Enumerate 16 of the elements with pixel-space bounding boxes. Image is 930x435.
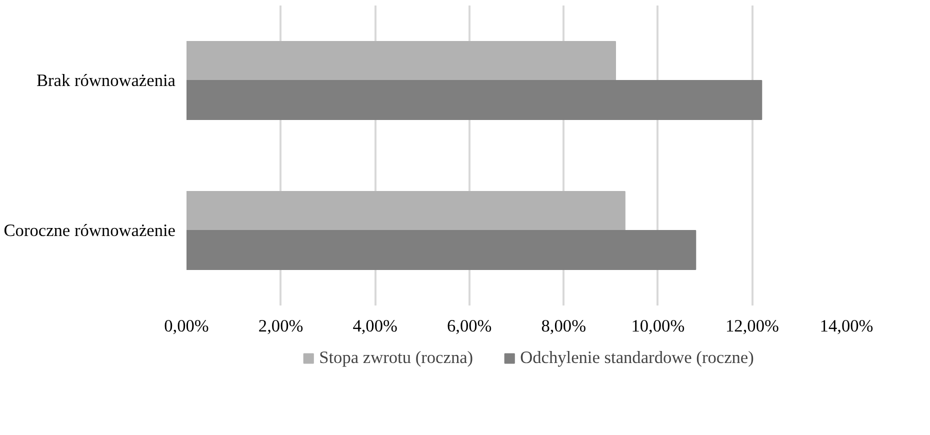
bar [186,230,696,270]
x-tick-label: 2,00% [258,316,304,336]
y-tick-label: Brak równoważenia [36,71,176,90]
x-tick-label: 6,00% [446,316,492,336]
x-tick-label: 0,00% [164,316,209,336]
bar [186,191,626,231]
x-tick-label: 10,00% [631,316,685,336]
bar [186,80,762,120]
x-tick-label: 4,00% [352,316,398,336]
x-tick-label: 12,00% [726,316,779,336]
legend-label: Stopa zwrotu (roczna) [319,348,474,368]
x-tick-label: 8,00% [541,316,586,336]
bar [186,41,616,81]
legend-label: Odchylenie standardowe (roczne) [520,348,754,368]
y-tick-label: Coroczne równoważenie [4,221,176,240]
x-tick-label: 14,00% [820,316,874,336]
